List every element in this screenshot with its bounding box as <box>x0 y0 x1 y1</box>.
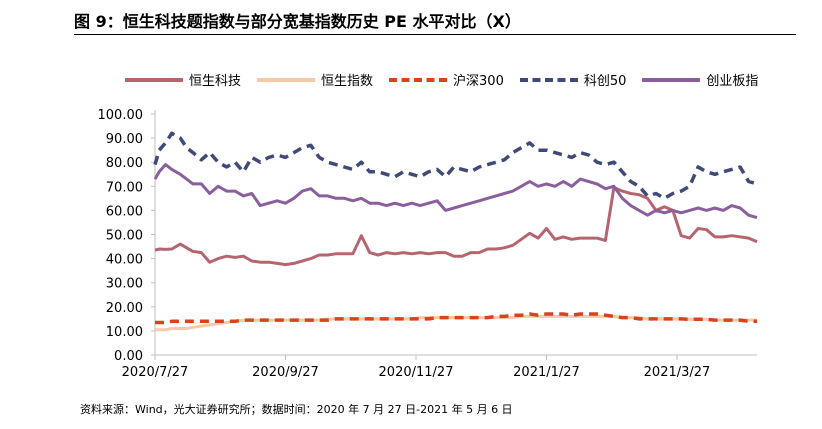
series-line-沪深300 <box>155 312 757 325</box>
x-tick-label: 2020/9/27 <box>252 365 319 380</box>
x-tick-label: 2021/3/27 <box>644 365 711 380</box>
legend-item: 恒生科技 <box>125 70 241 89</box>
y-tick-label: 70.00 <box>106 180 143 195</box>
series-line-创业板指 <box>153 163 758 220</box>
y-tick-label: 10.00 <box>106 325 143 340</box>
title-divider <box>74 34 796 35</box>
legend-swatch <box>519 77 578 82</box>
y-tick-label: 100.00 <box>98 108 144 123</box>
legend-swatch <box>642 77 701 82</box>
legend-item: 创业板指 <box>642 70 758 89</box>
x-axis: 2020/7/27 2020/9/27 2020/11/27 2021/1/27 202… <box>122 354 757 380</box>
y-tick-label: 80.00 <box>106 156 143 171</box>
legend-label: 科创50 <box>583 74 627 89</box>
series-line-科创50 <box>153 131 758 201</box>
series-line-恒生科技 <box>154 186 758 267</box>
series-lines <box>153 131 758 332</box>
legend-item: 恒生指数 <box>257 70 373 89</box>
y-tick-label: 20.00 <box>106 301 143 316</box>
legend-swatch <box>257 77 316 82</box>
legend-label: 恒生指数 <box>321 74 374 89</box>
legend-item: 沪深300 <box>389 70 504 89</box>
legend-swatch <box>125 77 183 82</box>
legend-label: 恒生科技 <box>189 74 242 89</box>
legend-swatch <box>389 77 448 82</box>
chart-title: 图 9：恒生科技题指数与部分宽基指数历史 PE 水平对比（X） <box>74 12 521 31</box>
y-tick-label: 30.00 <box>106 277 143 292</box>
y-tick-label: 60.00 <box>106 204 143 219</box>
legend-label: 创业板指 <box>706 74 759 89</box>
y-tick-label: 40.00 <box>106 253 143 268</box>
source-note: 资料来源：Wind，光大证券研究所；数据时间：2020 年 7 月 27 日-2… <box>80 403 513 416</box>
x-tick-label: 2021/1/27 <box>513 365 580 380</box>
x-tick-label: 2020/11/27 <box>379 365 454 380</box>
y-tick-label: 50.00 <box>106 229 143 244</box>
legend: 恒生科技 恒生指数 沪深300 科创50 创业板指 <box>125 70 774 89</box>
x-tick-label: 2020/7/27 <box>122 365 189 380</box>
legend-label: 沪深300 <box>453 74 504 89</box>
y-axis: 0.00 10.00 20.00 30.00 40.00 50.00 60.00 70.00 8… <box>98 108 156 364</box>
y-tick-label: 0.00 <box>114 349 143 364</box>
y-tick-label: 90.00 <box>106 132 143 147</box>
legend-item: 科创50 <box>519 70 627 89</box>
